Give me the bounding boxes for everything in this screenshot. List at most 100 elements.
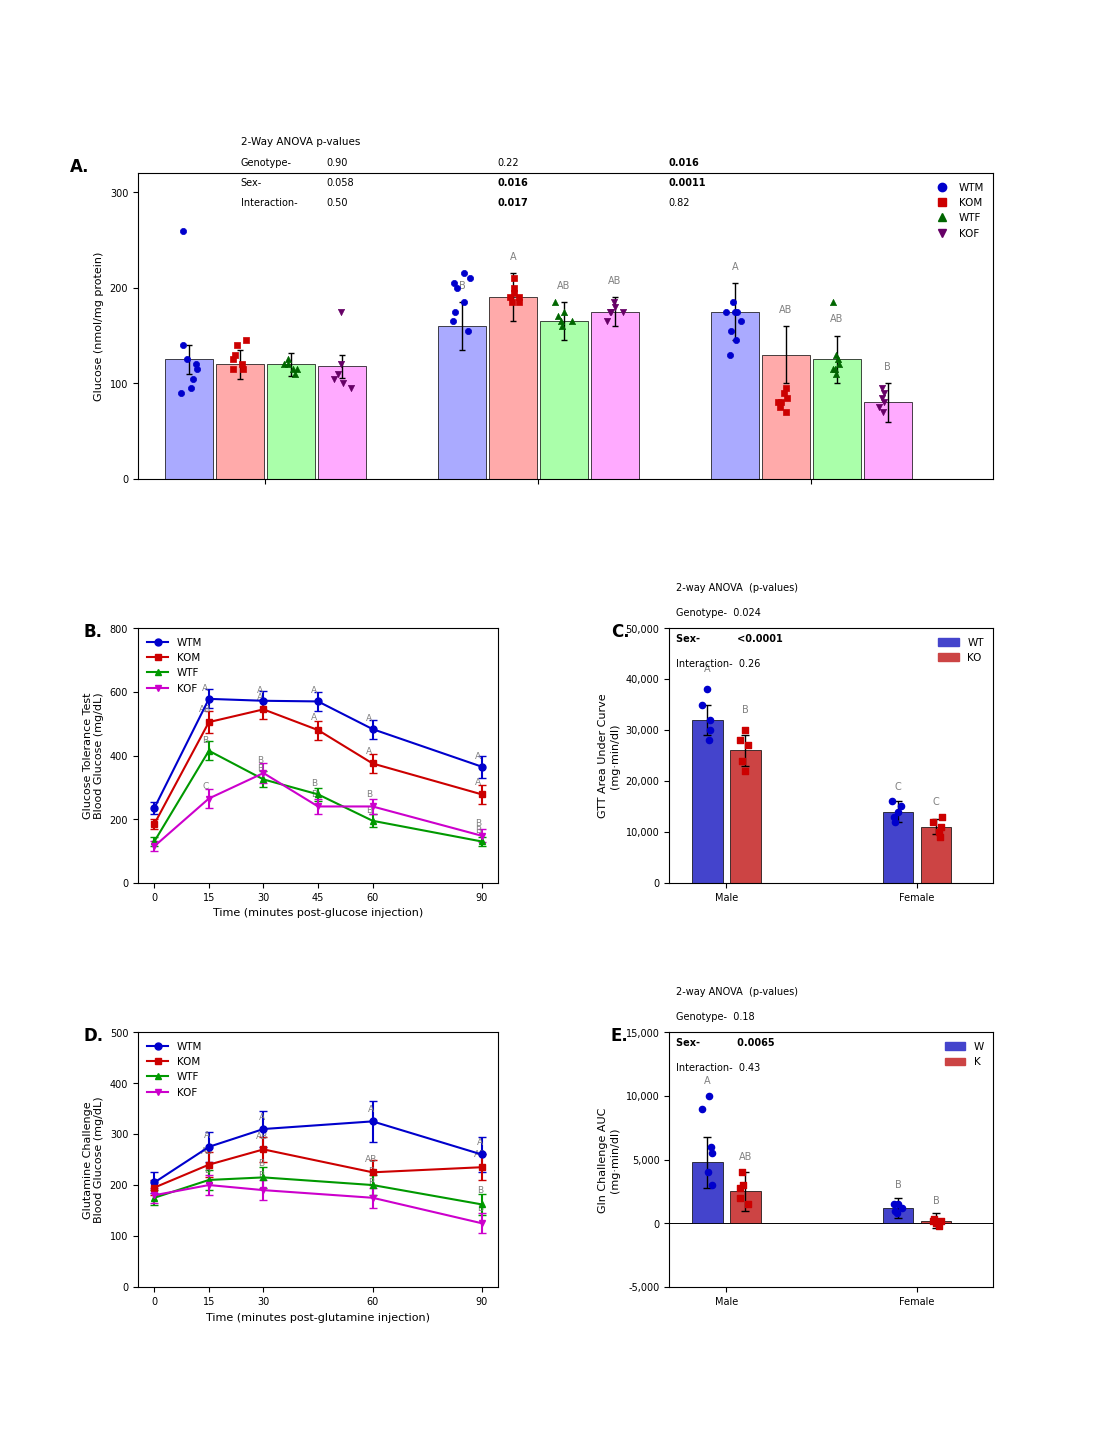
Point: [224, 348, 242, 372]
Point: [693, 1098, 710, 1121]
Text: B: B: [458, 281, 465, 291]
Point: [607, 295, 624, 318]
Point: [824, 357, 842, 380]
Text: B: B: [202, 736, 208, 745]
Bar: [318, 366, 366, 479]
Legend: WTM, KOM, WTF, KOF: WTM, KOM, WTF, KOF: [143, 1038, 206, 1102]
Point: [553, 309, 570, 333]
Text: B: B: [366, 805, 372, 814]
Text: AB: AB: [199, 706, 212, 714]
Point: [733, 1174, 751, 1197]
Point: [554, 315, 571, 338]
Point: [173, 334, 191, 357]
Point: [826, 343, 844, 366]
Text: A: A: [367, 1105, 374, 1113]
Text: A: A: [258, 1112, 265, 1122]
Text: A: A: [257, 693, 263, 701]
Point: [172, 382, 190, 405]
Bar: [489, 298, 537, 479]
Point: [333, 372, 351, 395]
Bar: [710, 312, 759, 479]
Text: Sex-: Sex-: [240, 178, 261, 188]
Bar: [164, 360, 213, 479]
Legend: W, K: W, K: [940, 1038, 987, 1071]
Text: B: B: [367, 1167, 374, 1176]
Text: 0.50: 0.50: [326, 198, 347, 208]
Point: [461, 268, 479, 291]
Point: [325, 367, 343, 390]
Bar: [730, 1192, 760, 1223]
Point: [699, 1161, 717, 1184]
Text: B: B: [257, 756, 263, 765]
Point: [717, 301, 735, 324]
Bar: [920, 827, 951, 884]
Bar: [882, 811, 912, 884]
Point: [564, 309, 581, 333]
Point: [446, 301, 463, 324]
Point: [234, 357, 251, 380]
Point: [774, 382, 792, 405]
Text: C: C: [932, 797, 939, 807]
Text: B: B: [474, 818, 481, 829]
Point: [892, 1196, 910, 1219]
Bar: [438, 327, 485, 479]
Point: [884, 790, 901, 813]
Point: [459, 320, 476, 343]
Point: [736, 759, 753, 782]
Text: AB: AB: [829, 314, 843, 324]
Point: [279, 348, 297, 372]
Y-axis label: Glucose Tolerance Test
Blood Glucose (mg/dL): Glucose Tolerance Test Blood Glucose (mg…: [83, 693, 104, 818]
Point: [889, 800, 907, 823]
Point: [275, 353, 292, 376]
Bar: [882, 1207, 912, 1223]
Y-axis label: Glutamine Challenge
Blood Glucose (mg/dL): Glutamine Challenge Blood Glucose (mg/dL…: [83, 1096, 104, 1223]
Point: [732, 1161, 750, 1184]
Point: [825, 357, 843, 380]
Text: C.: C.: [610, 623, 629, 641]
Text: 2-Way ANOVA p-values: 2-Way ANOVA p-values: [240, 137, 360, 147]
X-axis label: Time (minutes post-glutamine injection): Time (minutes post-glutamine injection): [206, 1312, 430, 1322]
Point: [872, 386, 890, 409]
Bar: [761, 354, 810, 479]
Point: [772, 390, 790, 414]
Text: B: B: [311, 779, 318, 788]
Text: B: B: [258, 1170, 265, 1180]
Point: [505, 276, 523, 299]
Text: AB: AB: [256, 1132, 268, 1141]
Text: 0.82: 0.82: [668, 198, 689, 208]
Point: [777, 377, 794, 401]
Point: [700, 709, 718, 732]
Text: B: B: [884, 362, 890, 372]
Point: [891, 795, 909, 818]
Point: [329, 363, 346, 386]
Legend: WTM, KOM, WTF, KOF: WTM, KOM, WTF, KOF: [930, 179, 987, 243]
Point: [828, 348, 846, 372]
Point: [875, 382, 892, 405]
Point: [332, 301, 350, 324]
Point: [503, 291, 521, 314]
Point: [693, 693, 710, 716]
Bar: [692, 720, 722, 884]
Text: A: A: [204, 1131, 210, 1139]
Text: 0.90: 0.90: [326, 158, 347, 168]
Point: [727, 330, 745, 353]
Text: AB: AB: [779, 305, 792, 315]
Text: A: A: [366, 714, 372, 723]
Point: [601, 301, 619, 324]
Point: [872, 377, 890, 401]
Text: A: A: [476, 1138, 483, 1147]
Point: [721, 320, 739, 343]
Text: B: B: [932, 1196, 939, 1206]
Text: AB: AB: [557, 281, 570, 291]
Text: A: A: [510, 252, 516, 262]
Point: [930, 1215, 947, 1238]
Text: B: B: [257, 763, 263, 774]
Point: [886, 1199, 903, 1222]
Text: B: B: [895, 1180, 901, 1190]
Text: Interaction-  0.43: Interaction- 0.43: [675, 1063, 760, 1073]
Point: [923, 810, 941, 833]
Point: [724, 291, 741, 314]
Bar: [267, 364, 314, 479]
Text: B: B: [476, 1186, 483, 1194]
Text: Sex-           <0.0001: Sex- <0.0001: [675, 633, 782, 643]
